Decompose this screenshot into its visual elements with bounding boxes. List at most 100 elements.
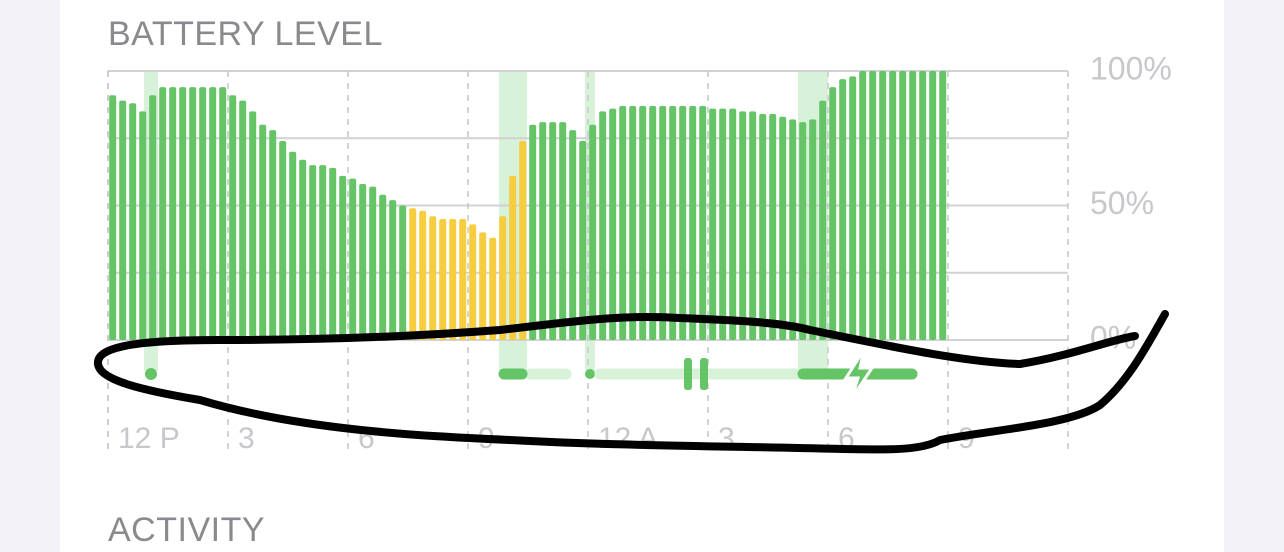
bar	[479, 232, 487, 340]
bar	[879, 71, 887, 340]
bar	[309, 165, 317, 340]
bar	[399, 205, 407, 340]
bar	[569, 130, 577, 340]
bar	[849, 76, 857, 340]
bar	[469, 224, 477, 340]
bar	[269, 130, 277, 340]
bar	[449, 218, 457, 340]
bars	[109, 71, 947, 341]
bar	[739, 111, 747, 340]
bar	[519, 140, 527, 340]
bar	[939, 71, 947, 340]
bar	[139, 111, 147, 340]
bar	[929, 71, 937, 340]
bar	[919, 71, 927, 340]
bar	[619, 105, 627, 340]
bar	[219, 87, 227, 340]
bar	[719, 108, 727, 340]
bar	[279, 140, 287, 340]
bar	[559, 122, 567, 340]
bar	[629, 105, 637, 340]
bar	[259, 124, 267, 340]
bar	[699, 105, 707, 340]
bar	[659, 105, 667, 340]
bar	[409, 208, 417, 340]
bar	[549, 122, 557, 340]
bar	[669, 105, 677, 340]
bar	[419, 210, 427, 340]
bar	[599, 111, 607, 340]
x-tick-label: 12 A	[598, 422, 658, 455]
bar	[819, 100, 827, 340]
bar	[509, 175, 517, 340]
bar	[209, 87, 217, 340]
bar	[289, 151, 297, 340]
bar	[689, 105, 697, 340]
bar	[769, 114, 777, 340]
charge-dot	[145, 368, 157, 380]
bar	[299, 159, 307, 340]
bar	[909, 71, 917, 340]
bar	[859, 71, 867, 340]
bar	[349, 178, 357, 340]
pause-icon	[700, 358, 708, 390]
bar	[119, 100, 127, 340]
bar	[839, 79, 847, 340]
bar	[579, 140, 587, 340]
bar	[589, 124, 597, 340]
bar	[199, 87, 207, 340]
bar	[869, 71, 877, 340]
bar	[229, 95, 237, 341]
hand-drawn-loop	[94, 310, 1169, 454]
bar	[239, 100, 247, 340]
bar	[319, 165, 327, 340]
bar	[329, 167, 337, 340]
bar	[169, 87, 177, 340]
bar	[609, 108, 617, 340]
bar	[529, 124, 537, 340]
y-tick-label: 50%	[1090, 185, 1154, 221]
bar	[389, 200, 397, 340]
bar	[539, 122, 547, 340]
bar	[809, 119, 817, 340]
bar	[729, 108, 737, 340]
bar	[149, 95, 157, 341]
bar	[129, 103, 137, 340]
y-tick-label: 100%	[1090, 50, 1172, 86]
chart-title: BATTERY LEVEL	[108, 15, 383, 53]
bar	[789, 119, 797, 340]
bar	[459, 218, 467, 340]
bar	[499, 216, 507, 340]
bolt-icon	[843, 349, 875, 399]
bar	[429, 216, 437, 340]
bar	[799, 122, 807, 340]
bar	[749, 111, 757, 340]
bar	[649, 105, 657, 340]
bar	[889, 71, 897, 340]
bar	[159, 87, 167, 340]
bar	[829, 87, 837, 340]
bar	[709, 108, 717, 340]
pause-icon	[684, 358, 692, 390]
bar	[249, 111, 257, 340]
bar	[489, 237, 497, 340]
x-tick-label: 12 P	[118, 422, 180, 455]
bar	[439, 218, 447, 340]
bar	[339, 175, 347, 340]
bar	[679, 105, 687, 340]
bar	[379, 194, 387, 340]
x-tick-label: 3	[238, 422, 255, 455]
bar	[639, 105, 647, 340]
bar	[759, 114, 767, 340]
section-title: ACTIVITY	[108, 511, 265, 549]
bar	[779, 116, 787, 340]
bar	[109, 95, 117, 341]
bar	[899, 71, 907, 340]
charging-indicators	[145, 349, 918, 399]
bar	[369, 186, 377, 340]
charge-dot	[585, 369, 595, 379]
bar	[179, 87, 187, 340]
bar	[359, 183, 367, 340]
bar	[189, 87, 197, 340]
